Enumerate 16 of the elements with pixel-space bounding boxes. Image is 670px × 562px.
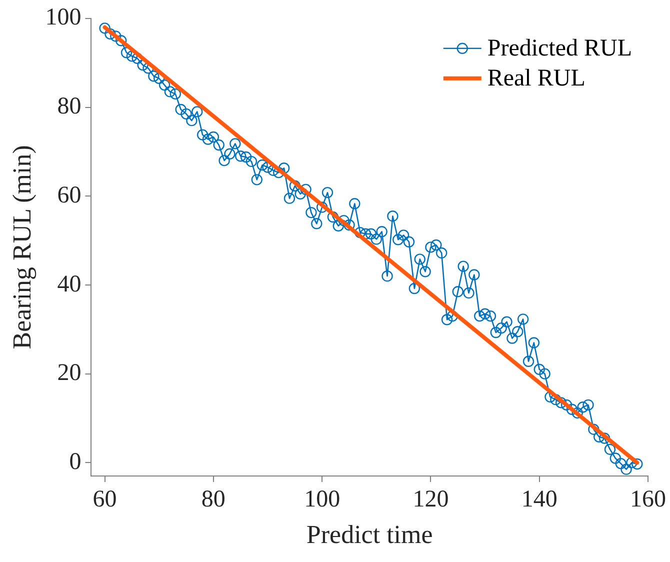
- y-tick-label: 80: [57, 94, 82, 120]
- y-axis-title: Bearing RUL (min): [7, 145, 36, 350]
- y-tick-label: 60: [57, 182, 82, 208]
- legend-label: Real RUL: [487, 66, 586, 92]
- x-tick-label: 160: [630, 486, 666, 513]
- x-axis-title: Predict time: [306, 520, 433, 550]
- x-tick-label: 80: [201, 486, 226, 513]
- y-tick-label: 40: [57, 271, 82, 298]
- legend-label: Predicted RUL: [487, 36, 632, 62]
- x-tick-label: 120: [412, 486, 449, 513]
- x-tick-label: 100: [304, 486, 340, 513]
- y-tick-label: 100: [45, 4, 82, 31]
- x-tick-label: 140: [521, 486, 558, 513]
- x-tick-label: 60: [92, 486, 117, 513]
- y-tick-label: 0: [69, 448, 82, 475]
- y-tick-label: 20: [57, 360, 82, 386]
